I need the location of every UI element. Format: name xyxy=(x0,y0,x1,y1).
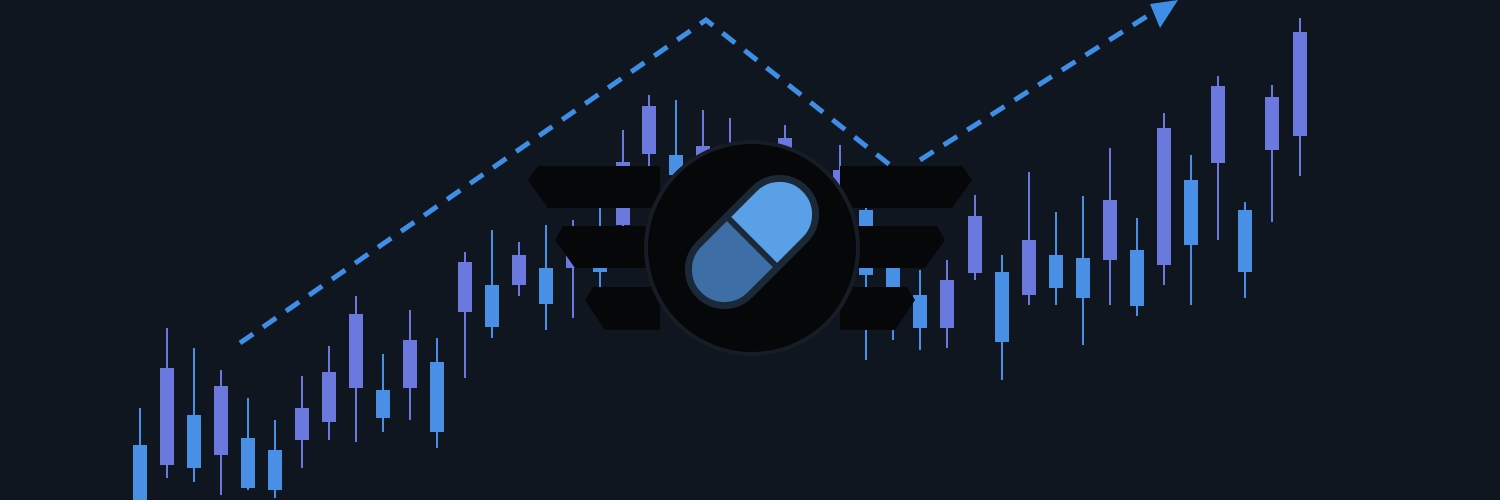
candle-body xyxy=(913,295,927,328)
candle-body xyxy=(214,386,228,455)
candle-body xyxy=(403,340,417,388)
wing-bar xyxy=(585,287,660,330)
pill-outline xyxy=(684,174,820,310)
candle-body xyxy=(1184,180,1198,245)
trend-line xyxy=(918,5,1162,163)
candle-body xyxy=(1103,200,1117,260)
candle-body xyxy=(539,268,553,304)
candle-body xyxy=(133,445,147,500)
candle-body xyxy=(1049,255,1063,288)
wing-bar xyxy=(555,226,660,268)
candle-body xyxy=(1211,86,1225,163)
wing-bar xyxy=(840,287,915,330)
trend-line xyxy=(238,16,892,346)
candle-body xyxy=(642,106,656,154)
candle-body xyxy=(1293,32,1307,136)
candle-body xyxy=(1157,128,1171,265)
candle-body xyxy=(268,450,282,490)
candle-body xyxy=(376,390,390,418)
candle-body xyxy=(485,285,499,327)
pill-divider xyxy=(724,214,780,270)
candle-body xyxy=(458,262,472,312)
candle-body xyxy=(349,314,363,388)
candle-body xyxy=(886,268,900,290)
wing-bar xyxy=(840,166,972,208)
candle-body xyxy=(968,216,982,273)
candle-body xyxy=(1238,210,1252,272)
wing-bar xyxy=(528,166,660,208)
candle-body xyxy=(430,362,444,432)
candle-body xyxy=(160,368,174,465)
candle-body xyxy=(1265,97,1279,150)
arrow-head xyxy=(1150,0,1178,28)
candle-body xyxy=(241,438,255,488)
wings xyxy=(528,166,972,330)
candle-body xyxy=(512,255,526,285)
candle-body xyxy=(187,415,201,468)
candle-body xyxy=(1022,240,1036,295)
candle-body xyxy=(1130,250,1144,306)
candle-body xyxy=(940,280,954,328)
wing-bar xyxy=(840,226,945,268)
candle-body xyxy=(322,372,336,422)
pill-top xyxy=(726,178,816,268)
candle-body xyxy=(1076,258,1090,298)
pill-bottom xyxy=(688,216,778,306)
logo xyxy=(528,140,972,356)
candle-body xyxy=(995,272,1009,342)
candle-body xyxy=(295,408,309,440)
pill xyxy=(684,174,820,310)
trend-arrow xyxy=(238,5,1162,346)
